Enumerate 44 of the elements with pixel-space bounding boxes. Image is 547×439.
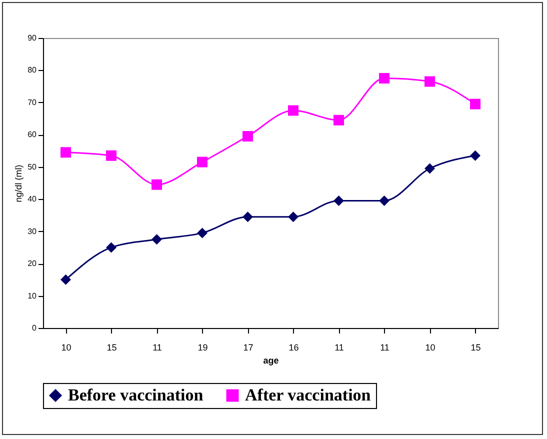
y-axis-title: ng/dl (ml): [14, 164, 24, 202]
point: [242, 212, 253, 222]
x-tick-label: 11: [152, 342, 162, 352]
legend-label: After vaccination: [245, 386, 372, 405]
x-tick-label: 11: [380, 342, 390, 352]
point: [424, 76, 435, 87]
legend-label: Before vaccination: [68, 386, 204, 405]
point: [60, 147, 71, 158]
point: [60, 274, 71, 285]
x-tick-label: 15: [106, 342, 117, 352]
point: [106, 242, 116, 253]
x-tick-label: 10: [61, 342, 72, 352]
y-tick-label: 70: [28, 98, 38, 107]
y-tick-label: 60: [28, 130, 38, 140]
point: [288, 212, 298, 222]
x-tick-label: 17: [243, 342, 254, 352]
point: [424, 163, 435, 174]
point: [288, 105, 298, 116]
point: [242, 131, 253, 142]
point: [106, 150, 116, 161]
x-tick-label: 19: [198, 342, 208, 352]
y-tick-label: 90: [28, 34, 38, 42]
point: [334, 114, 344, 126]
point: [197, 228, 208, 238]
x-tick-label: 15: [470, 342, 481, 352]
point: [334, 195, 344, 206]
y-tick-label: 0: [32, 324, 38, 332]
y-tick-label: 10: [28, 291, 38, 300]
point: [470, 98, 480, 110]
y-tick-label: 50: [28, 162, 38, 172]
point: [152, 179, 162, 190]
point: [379, 195, 390, 206]
y-tick-label: 80: [28, 66, 38, 75]
point: [197, 156, 208, 168]
y-tick-label: 20: [28, 259, 38, 268]
y-tick-label: 40: [28, 194, 38, 204]
point: [152, 234, 162, 245]
x-tick-label: 10: [425, 342, 436, 352]
point: [379, 73, 390, 84]
point: [470, 150, 480, 161]
x-tick-label: 11: [334, 342, 344, 352]
x-tick-label: 16: [288, 342, 299, 352]
y-tick-label: 30: [28, 226, 38, 236]
x-axis-title: age: [263, 356, 279, 366]
